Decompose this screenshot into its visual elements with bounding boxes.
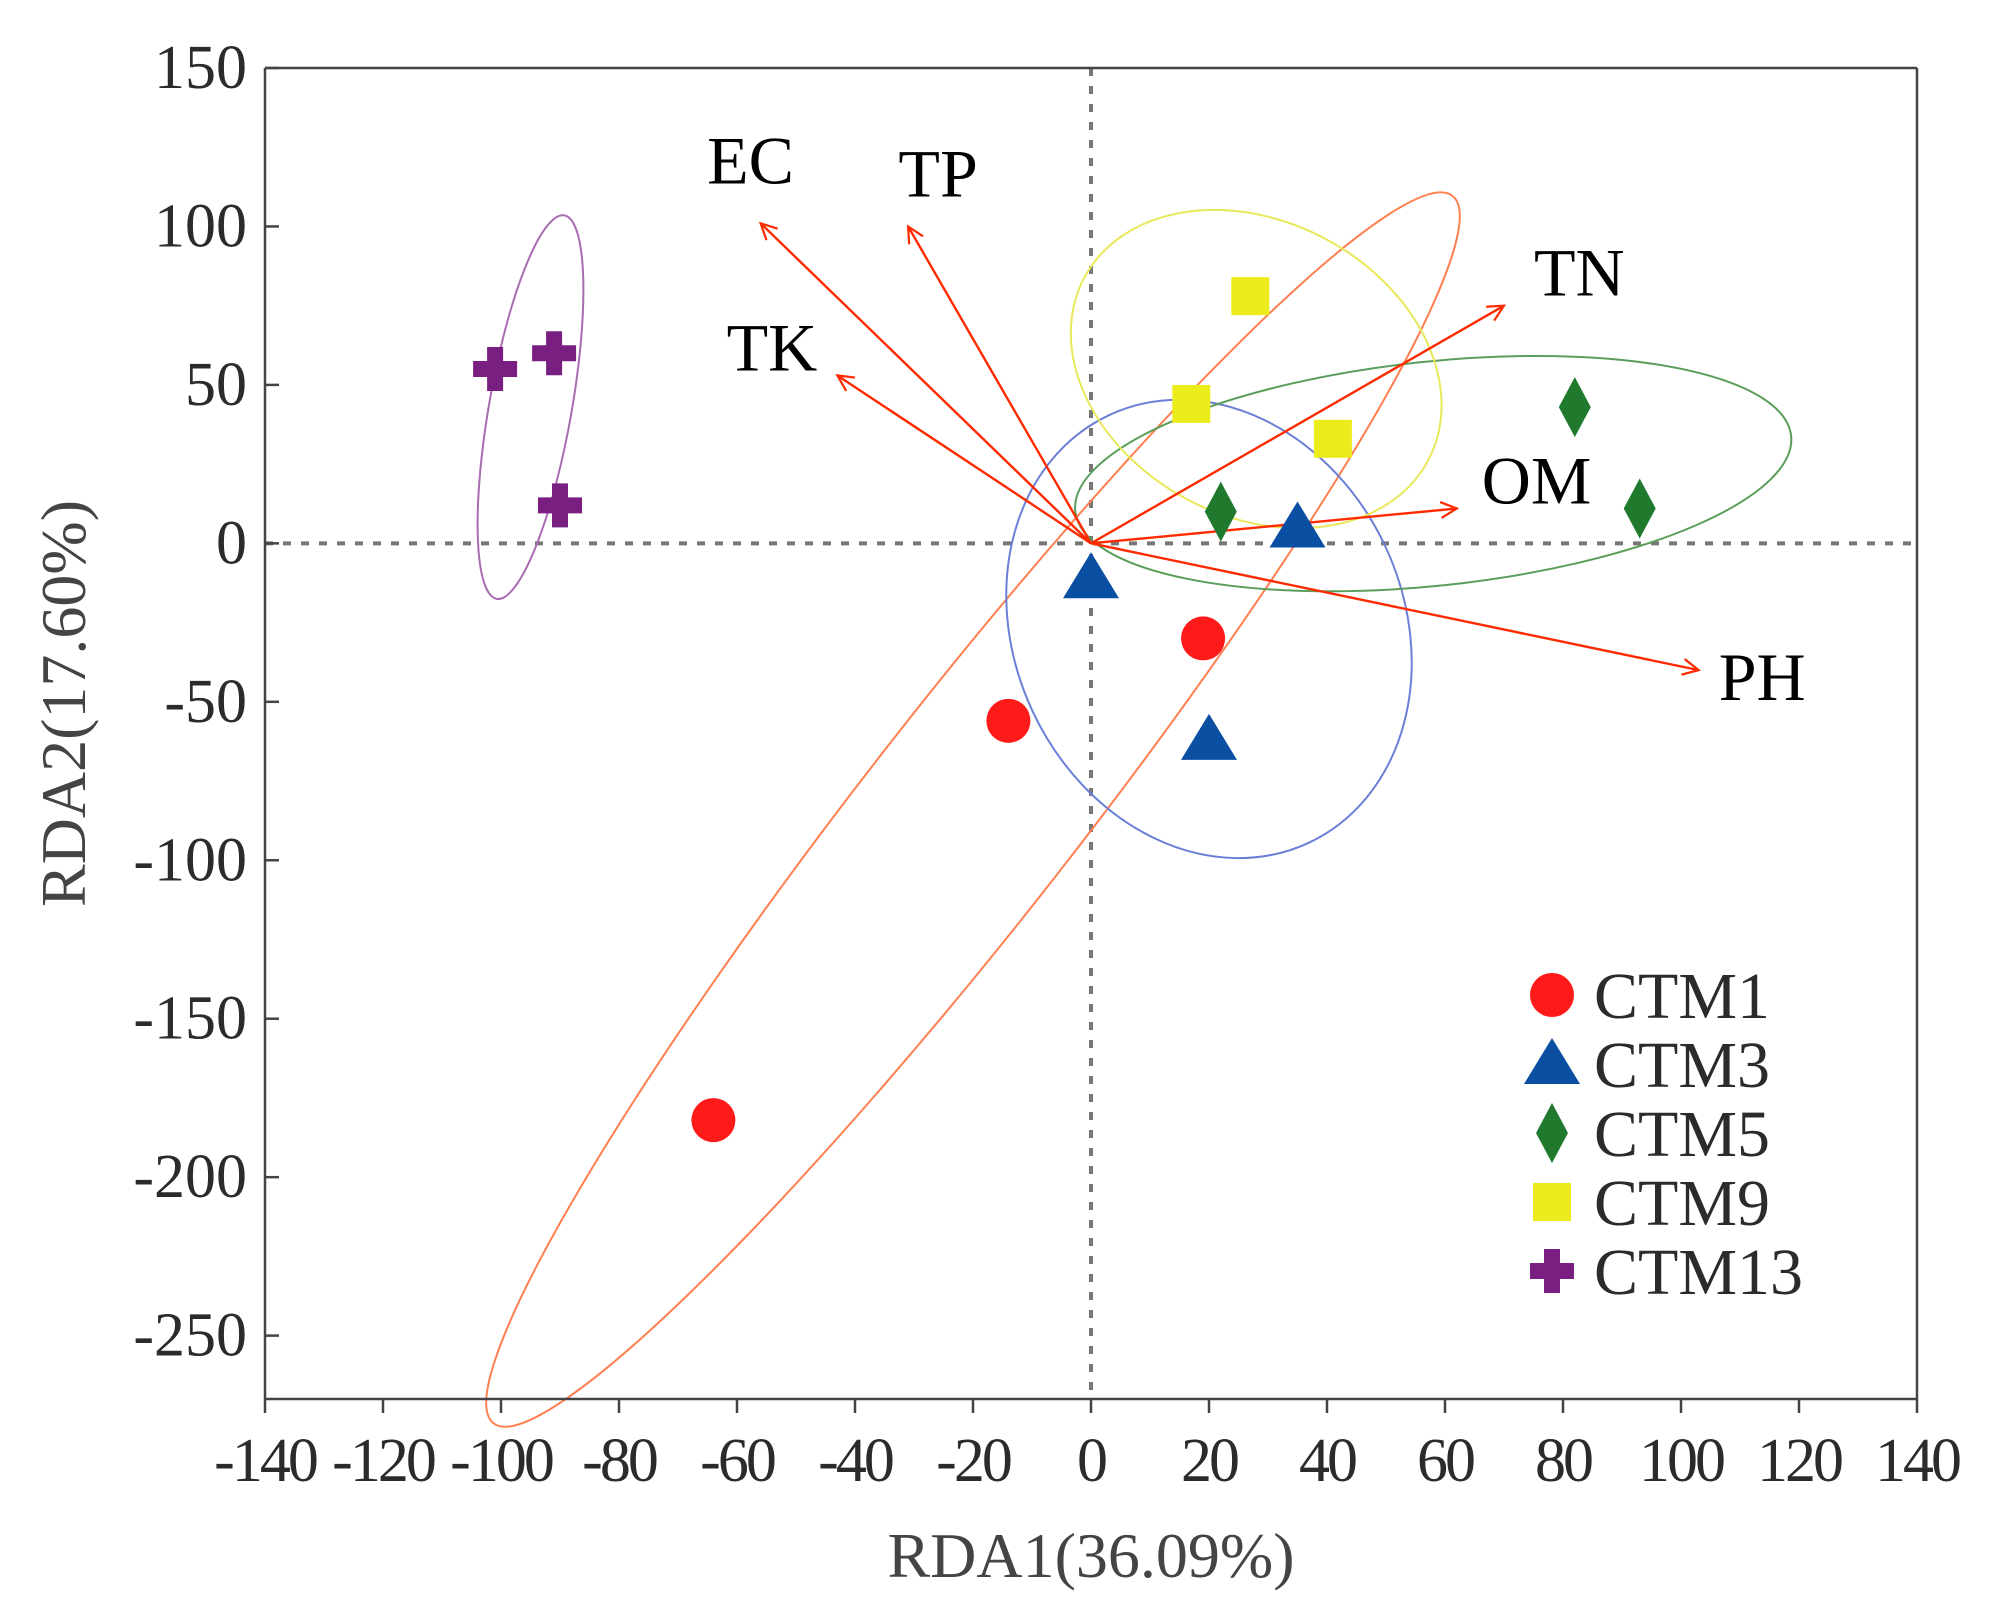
point-ctm13-3 bbox=[538, 483, 582, 528]
point-ctm5-3 bbox=[1623, 478, 1656, 539]
x-tick-label: 0 bbox=[1077, 1427, 1106, 1495]
point-ctm3-1 bbox=[1063, 552, 1119, 599]
vector-label-tk: TK bbox=[727, 309, 818, 385]
x-tick-label: -20 bbox=[936, 1427, 1011, 1495]
ellipse-ctm3 bbox=[1005, 398, 1413, 860]
legend-label-ctm5: CTM5 bbox=[1594, 1098, 1770, 1171]
point-ctm5-2 bbox=[1558, 377, 1591, 438]
point-ctm9-2 bbox=[1172, 384, 1211, 423]
x-axis-title: RDA1(36.09%) bbox=[887, 1520, 1294, 1591]
legend-marker-ctm3 bbox=[1524, 1038, 1580, 1084]
point-ctm9-1 bbox=[1231, 277, 1270, 316]
legend-label-ctm9: CTM9 bbox=[1594, 1167, 1770, 1240]
y-axis-title: RDA2(17.60%) bbox=[28, 500, 99, 907]
x-tick-label: 140 bbox=[1875, 1427, 1960, 1495]
point-ctm3-2 bbox=[1269, 501, 1326, 548]
legend-label-ctm3: CTM3 bbox=[1594, 1029, 1770, 1102]
point-ctm1-1 bbox=[691, 1098, 736, 1143]
x-tick-label: 120 bbox=[1757, 1427, 1842, 1495]
legend-marker-ctm9 bbox=[1533, 1183, 1571, 1221]
x-tick-label: -60 bbox=[700, 1427, 775, 1495]
vector-label-om: OM bbox=[1482, 442, 1592, 518]
group-ellipses bbox=[476, 191, 1793, 1428]
y-tick-label: -100 bbox=[133, 826, 247, 894]
x-tick-label: 60 bbox=[1417, 1427, 1474, 1495]
x-tick-label: 40 bbox=[1299, 1427, 1356, 1495]
point-ctm13-1 bbox=[473, 347, 518, 392]
x-tick-label: -80 bbox=[582, 1427, 657, 1495]
vector-arrow-tk bbox=[837, 375, 1092, 545]
y-tick-label: 50 bbox=[185, 351, 247, 419]
point-ctm9-3 bbox=[1313, 419, 1352, 458]
vector-arrow-tp bbox=[908, 226, 1093, 544]
point-ctm5-1 bbox=[1204, 481, 1237, 542]
sample-points bbox=[473, 277, 1656, 1143]
legend-marker-ctm5 bbox=[1536, 1103, 1568, 1163]
x-tick-label: 100 bbox=[1639, 1427, 1724, 1495]
ellipse-ctm13 bbox=[476, 214, 585, 600]
environment-vectors: EC TP TK TN OM PH bbox=[707, 122, 1805, 715]
legend-marker-ctm1 bbox=[1530, 973, 1574, 1017]
vector-label-ph: PH bbox=[1719, 639, 1806, 715]
point-ctm3-3 bbox=[1181, 713, 1237, 760]
y-tick-label: -150 bbox=[133, 985, 247, 1053]
legend-marker-ctm13 bbox=[1530, 1249, 1574, 1293]
x-tick-label: -100 bbox=[450, 1427, 553, 1495]
y-tick-label: -50 bbox=[164, 668, 247, 736]
vector-label-ec: EC bbox=[707, 122, 794, 198]
reference-lines bbox=[265, 68, 1917, 1399]
vector-arrow-om bbox=[1090, 508, 1457, 545]
vector-arrow-ec bbox=[761, 223, 1092, 545]
point-ctm13-2 bbox=[532, 331, 577, 376]
x-tick-label: -40 bbox=[818, 1427, 893, 1495]
y-tick-label: 150 bbox=[154, 34, 247, 102]
y-tick-label: -250 bbox=[133, 1302, 247, 1370]
x-tick-label: -120 bbox=[332, 1427, 435, 1495]
ellipse-ctm1 bbox=[485, 191, 1461, 1428]
axes: -140 -120 -100 -80 -60 -40 -20 0 20 40 60 80 100 120 1… bbox=[28, 34, 1963, 1591]
point-ctm1-3 bbox=[1181, 616, 1226, 661]
legend-label-ctm13: CTM13 bbox=[1594, 1236, 1803, 1309]
legend-label-ctm1: CTM1 bbox=[1594, 960, 1770, 1033]
y-tick-label: -200 bbox=[133, 1143, 247, 1211]
x-tick-label: 80 bbox=[1535, 1427, 1592, 1495]
vector-label-tp: TP bbox=[898, 135, 977, 211]
y-tick-label: 0 bbox=[216, 509, 247, 577]
point-ctm1-2 bbox=[986, 698, 1031, 743]
vector-arrow-ph bbox=[1090, 542, 1699, 670]
vector-arrow-tn bbox=[1090, 306, 1504, 545]
y-tick-label: 100 bbox=[154, 192, 247, 260]
ellipse-ctm5 bbox=[1074, 354, 1793, 593]
ellipse-ctm9 bbox=[1069, 208, 1443, 530]
x-tick-label: 20 bbox=[1181, 1427, 1238, 1495]
x-tick-label: -140 bbox=[214, 1427, 317, 1495]
vector-label-tn: TN bbox=[1534, 235, 1625, 311]
